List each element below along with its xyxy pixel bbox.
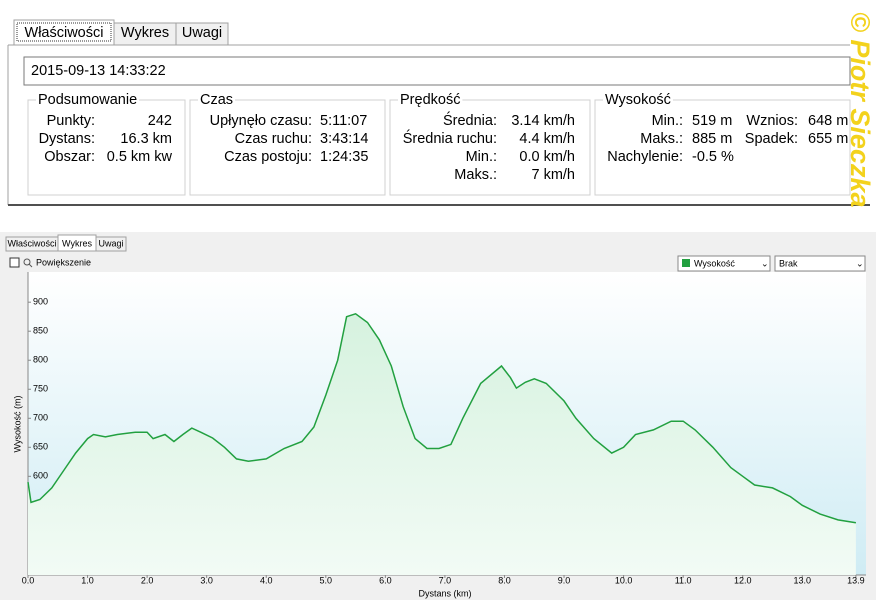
field-label: Czas ruchu: — [235, 131, 312, 147]
field-label: Średnia: — [443, 111, 497, 129]
y-tick-label: 600 — [33, 471, 48, 481]
series-swatch — [682, 259, 690, 267]
field-value: 3:43:14 — [320, 131, 368, 147]
field-value: -0.5 % — [692, 149, 734, 165]
x-tick-label: 10.0 — [615, 575, 633, 585]
x-tick-label: 7.0 — [439, 575, 452, 585]
field-label: Średnia ruchu: — [403, 129, 497, 147]
group-title: Podsumowanie — [38, 92, 137, 108]
tab-label[interactable]: Uwagi — [182, 25, 222, 41]
field-label: Dystans: — [39, 131, 95, 147]
tab-label[interactable]: Wykres — [62, 238, 92, 248]
x-tick-label: 2.0 — [141, 575, 154, 585]
field-label: Obszar: — [44, 149, 95, 165]
field-value: 4.4 km/h — [519, 131, 575, 147]
field-value: 1:24:35 — [320, 149, 368, 165]
x-tick-label: 11.0 — [675, 575, 692, 585]
field-label: Maks.: — [640, 131, 683, 147]
group-title: Wysokość — [605, 92, 671, 108]
field-value: 7 km/h — [531, 167, 575, 183]
y-tick-label: 800 — [33, 355, 48, 365]
field-label: Maks.: — [454, 167, 497, 183]
overlay-value[interactable]: Brak — [779, 258, 798, 268]
group-box — [594, 99, 851, 196]
tab[interactable] — [95, 236, 127, 252]
group-title-bg — [603, 91, 673, 108]
x-tick-label: 13.0 — [794, 575, 812, 585]
field-label: Min.: — [652, 113, 683, 129]
series-name[interactable]: Wysokość — [694, 258, 735, 268]
x-tick-label: 12.0 — [734, 575, 752, 585]
x-axis-label: Dystans (km) — [418, 588, 471, 598]
field-label: Spadek: — [745, 131, 798, 147]
tab-label[interactable]: Uwagi — [98, 238, 123, 248]
field-value: 0.5 km kw — [107, 149, 173, 165]
datetime: 2015-09-13 14:33:22 — [31, 63, 166, 79]
x-tick-label: 9.0 — [558, 575, 571, 585]
field-label: Wznios: — [746, 113, 798, 129]
y-tick-label: 650 — [33, 442, 48, 452]
zoom-label[interactable]: Powiększenie — [36, 257, 91, 267]
watermark: © Piotr Sieczka — [845, 12, 875, 207]
tab[interactable] — [175, 22, 229, 46]
field-label: Min.: — [466, 149, 497, 165]
field-value: 655 m — [808, 131, 848, 147]
tab-label[interactable]: Wykres — [121, 25, 169, 41]
field-label: Upłynęło czasu: — [210, 113, 312, 129]
y-tick-label: 750 — [33, 384, 48, 394]
tab-label[interactable]: Właściwości — [25, 25, 104, 41]
group-title: Prędkość — [400, 92, 460, 108]
field-label: Nachylenie: — [607, 149, 683, 165]
field-value: 3.14 km/h — [511, 113, 575, 129]
tab-label[interactable]: Właściwości — [7, 238, 56, 248]
field-label: Punkty: — [47, 113, 95, 129]
group-title-bg — [36, 91, 140, 108]
x-tick-label: 0.0 — [22, 575, 35, 585]
zoom-icon — [23, 258, 31, 266]
field-label: Czas postoju: — [224, 149, 312, 165]
group-title: Czas — [200, 92, 233, 108]
field-value: 5:11:07 — [320, 113, 367, 129]
zoom-icon — [28, 263, 33, 268]
x-tick-label: 6.0 — [379, 575, 392, 585]
area — [28, 313, 856, 575]
tab-focus — [16, 22, 112, 42]
datetime-box — [23, 56, 851, 86]
x-tick-label: 13.9 — [847, 575, 865, 585]
group-box — [189, 99, 386, 196]
field-value: 519 m — [692, 113, 732, 129]
y-tick-label: 850 — [33, 326, 48, 336]
dropdown-arrow: ⌄ — [761, 258, 769, 268]
dropdown-arrow: ⌄ — [856, 258, 864, 268]
checkbox[interactable] — [9, 257, 20, 268]
x-tick-label: 5.0 — [320, 575, 333, 585]
field-value: 242 — [148, 113, 172, 129]
x-tick-label: 1.0 — [81, 575, 94, 585]
field-value: 16.3 km — [120, 131, 172, 147]
line — [27, 312, 857, 524]
series-dropdown[interactable] — [677, 255, 771, 272]
field-value: 648 m — [808, 113, 848, 129]
x-tick-label: 3.0 — [200, 575, 213, 585]
x-tick-label: 8.0 — [498, 575, 511, 585]
field-value: 0.0 km/h — [519, 149, 575, 165]
y-tick-label: 700 — [33, 413, 48, 423]
x-tick-label: 4.0 — [260, 575, 273, 585]
y-tick-label: 900 — [33, 297, 48, 307]
group-box — [389, 99, 591, 196]
overlay-dropdown[interactable] — [774, 255, 866, 272]
y-axis-label: Wysokość (m) — [12, 396, 22, 453]
field-value: 885 m — [692, 131, 732, 147]
group-title-bg — [198, 91, 236, 108]
group-title-bg — [398, 91, 463, 108]
